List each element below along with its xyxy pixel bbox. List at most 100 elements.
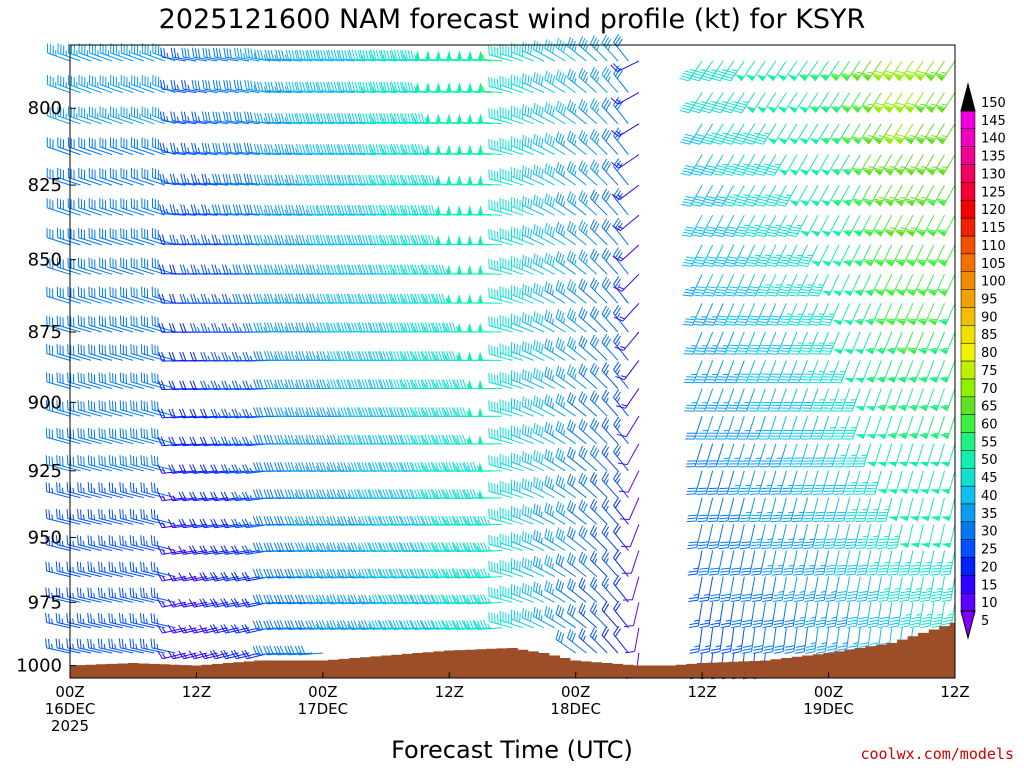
wind-barb: [478, 174, 503, 186]
wind-barb: [151, 455, 176, 472]
colorbar-swatch: [960, 146, 976, 165]
wind-barb: [875, 360, 893, 383]
wind-barb: [456, 113, 481, 125]
wind-barb: [119, 372, 144, 389]
wind-barb: [478, 205, 503, 216]
wind-barb: [488, 372, 513, 389]
wind-barb: [446, 174, 471, 186]
wind-barb: [222, 204, 250, 216]
wind-barb: [566, 419, 587, 445]
wind-barb: [566, 446, 587, 472]
wind-barb: [544, 132, 566, 156]
wind-barb: [738, 443, 756, 468]
wind-barb: [726, 360, 745, 384]
wind-barb: [937, 244, 956, 267]
colorbar-swatch: [960, 164, 976, 183]
wind-barb: [808, 274, 830, 297]
colorbar-swatch: [960, 557, 976, 576]
wind-barb: [686, 470, 703, 495]
wind-barb: [769, 443, 787, 468]
wind-barb: [99, 257, 123, 275]
wind-barb: [601, 218, 619, 246]
wind-barb: [789, 388, 808, 412]
wind-barb: [188, 572, 218, 582]
wind-barb: [544, 338, 566, 361]
wind-barb: [566, 130, 587, 155]
wind-barb: [843, 443, 861, 468]
wind-barb: [119, 315, 144, 333]
wind-barb: [68, 43, 92, 62]
wind-barb: [474, 542, 503, 553]
wind-barb: [916, 303, 935, 326]
wind-barb: [805, 627, 819, 654]
wind-barb: [521, 41, 545, 62]
wind-barb: [726, 388, 745, 412]
wind-barb: [130, 286, 155, 304]
wind-barb: [865, 497, 882, 523]
wind-barb: [141, 198, 165, 216]
wind-barb: [841, 184, 861, 207]
colorbar-swatch: [960, 199, 976, 219]
wind-barb: [425, 113, 450, 125]
wind-barb: [736, 360, 756, 384]
wind-barb: [850, 60, 872, 82]
wind-barb: [614, 331, 640, 351]
wind-barb: [169, 234, 197, 246]
wind-barb: [815, 627, 830, 654]
wind-barb: [874, 303, 893, 326]
wind-barb: [305, 379, 334, 390]
wind-barb: [741, 602, 756, 629]
wind-barb: [727, 443, 745, 468]
wind-barb: [305, 620, 334, 631]
wind-barb: [118, 613, 144, 629]
wind-barb: [687, 524, 703, 550]
wind-barb: [141, 106, 165, 125]
wind-barb: [284, 568, 313, 579]
wind-barb: [233, 47, 260, 62]
wind-barb: [742, 627, 756, 654]
wind-barb: [337, 542, 366, 553]
wind-barb: [532, 311, 555, 333]
wind-barb: [704, 331, 724, 355]
wind-barb: [878, 576, 893, 603]
wind-barb: [521, 424, 545, 445]
wind-barb: [478, 50, 503, 62]
wind-barb: [925, 184, 945, 207]
wind-barb: [935, 123, 956, 145]
wind-barb: [499, 198, 524, 216]
wind-barb: [241, 545, 271, 555]
wind-barb: [601, 524, 619, 551]
wind-barb: [705, 388, 724, 412]
wind-barb: [745, 60, 766, 82]
wind-barb: [589, 576, 608, 603]
wind-barb: [477, 489, 503, 499]
wind-barb: [544, 70, 566, 94]
wind-barb: [521, 451, 545, 472]
wind-barb: [845, 524, 861, 550]
wind-barb: [88, 106, 113, 125]
wind-barb: [758, 388, 777, 412]
wind-barb: [601, 188, 619, 216]
wind-barb: [263, 542, 292, 553]
wind-barb: [765, 184, 787, 207]
colorbar-label: 140: [981, 132, 1006, 147]
colorbar-label: 80: [981, 346, 998, 361]
wind-barb: [348, 49, 376, 62]
terrain-ground: [70, 622, 955, 678]
wind-barb: [97, 613, 123, 629]
wind-barb: [808, 60, 830, 82]
wind-barb: [939, 388, 956, 412]
wind-barb: [759, 470, 777, 495]
wind-barb: [940, 550, 956, 576]
wind-barb: [928, 360, 945, 383]
wind-barb: [327, 49, 355, 62]
wind-barb: [739, 524, 756, 550]
wind-barb: [894, 184, 914, 207]
wind-barb: [285, 143, 313, 156]
wind-barb: [906, 303, 924, 326]
wind-barb: [781, 497, 798, 523]
wind-barb: [589, 627, 608, 654]
wind-barb: [727, 416, 745, 440]
x-tick-label: 2025: [51, 717, 89, 735]
